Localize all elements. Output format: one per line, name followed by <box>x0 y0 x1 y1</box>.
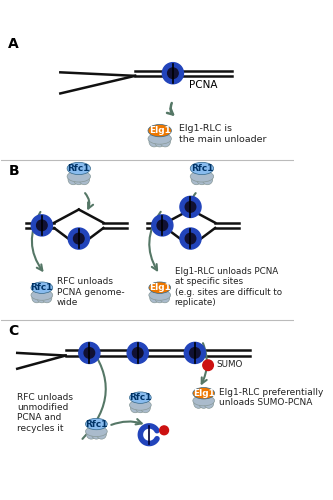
Circle shape <box>87 430 96 439</box>
Ellipse shape <box>130 392 151 404</box>
Circle shape <box>155 293 165 303</box>
Circle shape <box>136 403 145 412</box>
Text: Elg1-RLC unloads PCNA
at specific sites
(e.g. sites are difficult to
replicate): Elg1-RLC unloads PCNA at specific sites … <box>175 267 282 307</box>
Circle shape <box>68 174 79 184</box>
Text: Elg1: Elg1 <box>149 283 170 292</box>
Circle shape <box>97 430 106 439</box>
Circle shape <box>37 220 47 230</box>
Ellipse shape <box>31 290 53 300</box>
Circle shape <box>163 62 183 84</box>
Circle shape <box>194 398 203 408</box>
Ellipse shape <box>67 171 91 182</box>
Circle shape <box>203 360 213 370</box>
Text: Rfc1: Rfc1 <box>129 393 152 402</box>
Text: Elg1-RLC preferentially
unloads SUMO-PCNA: Elg1-RLC preferentially unloads SUMO-PCN… <box>219 388 323 407</box>
Circle shape <box>160 293 169 303</box>
Circle shape <box>141 403 150 412</box>
Circle shape <box>149 136 160 147</box>
Ellipse shape <box>190 171 214 182</box>
Ellipse shape <box>149 290 170 300</box>
Ellipse shape <box>130 400 151 410</box>
Circle shape <box>157 220 167 230</box>
Ellipse shape <box>148 133 171 144</box>
Circle shape <box>74 174 84 184</box>
Text: Elg1: Elg1 <box>149 126 170 135</box>
Circle shape <box>133 348 143 358</box>
Text: A: A <box>8 37 19 51</box>
Text: Rfc1: Rfc1 <box>191 164 213 173</box>
Ellipse shape <box>86 426 107 436</box>
Circle shape <box>199 398 208 408</box>
Circle shape <box>68 228 89 249</box>
Circle shape <box>184 342 205 363</box>
Circle shape <box>160 426 168 434</box>
Ellipse shape <box>67 162 91 174</box>
Circle shape <box>189 348 200 358</box>
Circle shape <box>127 342 148 363</box>
Circle shape <box>79 342 100 363</box>
Circle shape <box>31 215 52 236</box>
Circle shape <box>160 136 170 147</box>
Text: B: B <box>8 164 19 178</box>
Circle shape <box>202 174 213 184</box>
Circle shape <box>180 196 201 218</box>
Text: RFC unloads
PCNA genome-
wide: RFC unloads PCNA genome- wide <box>57 278 125 307</box>
Circle shape <box>204 398 214 408</box>
Circle shape <box>167 68 178 78</box>
Circle shape <box>155 136 165 147</box>
Text: Rfc1: Rfc1 <box>31 283 53 292</box>
Circle shape <box>84 348 95 358</box>
Circle shape <box>185 202 196 212</box>
Ellipse shape <box>149 282 170 294</box>
Circle shape <box>150 293 160 303</box>
Circle shape <box>191 174 201 184</box>
Text: Elg1: Elg1 <box>193 388 215 398</box>
Text: Rfc1: Rfc1 <box>68 164 90 173</box>
Text: SUMO: SUMO <box>216 360 242 369</box>
Ellipse shape <box>190 162 214 174</box>
Text: C: C <box>8 324 19 338</box>
Circle shape <box>131 403 140 412</box>
Ellipse shape <box>86 418 107 430</box>
Ellipse shape <box>148 124 171 137</box>
Circle shape <box>37 293 47 303</box>
Circle shape <box>42 293 52 303</box>
Text: RFC unloads
unmodified
PCNA and
recycles it: RFC unloads unmodified PCNA and recycles… <box>17 392 73 433</box>
Text: Elg1-RLC is
the main unloader: Elg1-RLC is the main unloader <box>179 124 266 144</box>
Circle shape <box>74 234 84 244</box>
Text: Rfc1: Rfc1 <box>85 420 108 428</box>
Circle shape <box>92 430 101 439</box>
Circle shape <box>197 174 207 184</box>
Ellipse shape <box>31 282 53 294</box>
Circle shape <box>185 234 196 244</box>
Circle shape <box>152 215 173 236</box>
Text: PCNA: PCNA <box>189 80 217 90</box>
Circle shape <box>79 174 90 184</box>
Ellipse shape <box>193 396 214 406</box>
Circle shape <box>32 293 42 303</box>
Circle shape <box>180 228 201 249</box>
Ellipse shape <box>193 388 214 399</box>
